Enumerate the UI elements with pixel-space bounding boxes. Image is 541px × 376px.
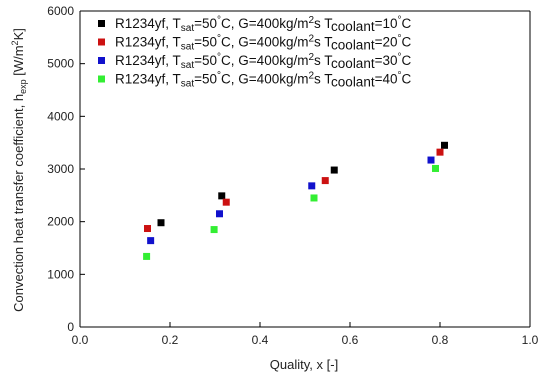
legend-label-part: coolant bbox=[331, 38, 375, 53]
legend-label-part: ° bbox=[398, 52, 402, 63]
legend-label-part: =10 bbox=[375, 16, 398, 31]
legend-label-4: R1234yf, Tsat=50°C, G=400kg/m2s Tcoolant… bbox=[115, 71, 412, 90]
legend-label-part: sat bbox=[181, 60, 195, 71]
legend-label-part: s T bbox=[314, 16, 332, 31]
data-point-series-1 bbox=[218, 192, 226, 200]
legend-marker-3 bbox=[98, 57, 105, 64]
legend-label-part: coolant bbox=[331, 19, 375, 34]
legend-label-part: ° bbox=[398, 15, 402, 26]
legend-label-part: C bbox=[402, 35, 412, 50]
data-point-series-3 bbox=[308, 182, 316, 190]
legend-marker-4 bbox=[98, 75, 105, 83]
legend-label-part: 2 bbox=[308, 34, 314, 45]
legend-label-part: sat bbox=[181, 23, 195, 34]
legend: R1234yf, Tsat=50°C, G=400kg/m2s Tcoolant… bbox=[98, 15, 412, 90]
legend-label-part: R1234yf, T bbox=[115, 53, 181, 68]
y-axis-label-sub: exp bbox=[18, 79, 28, 94]
y-axis-label-unit-close: K] bbox=[11, 28, 26, 40]
y-axis-label-unit-open: [W/m bbox=[11, 45, 26, 79]
legend-label-part: ° bbox=[398, 71, 402, 82]
data-point-series-3 bbox=[427, 156, 435, 164]
legend-label-part: ° bbox=[217, 15, 221, 26]
legend-label-part: =30 bbox=[375, 53, 398, 68]
legend-label-part: =50 bbox=[194, 35, 217, 50]
legend-label-part: ° bbox=[398, 34, 402, 45]
legend-label-part: C, G=400kg/m bbox=[221, 35, 308, 50]
y-tick-label: 4000 bbox=[47, 109, 74, 123]
legend-label-part: sat bbox=[181, 79, 195, 90]
legend-label-part: R1234yf, T bbox=[115, 16, 181, 31]
legend-label-part: R1234yf, T bbox=[115, 72, 181, 87]
x-axis-label: Quality, x [-] bbox=[270, 357, 338, 372]
ticks: 0.0 0.2 0.4 0.6 0.8 1.0 0 1000 2000 3000 4000 5000 6… bbox=[47, 4, 538, 347]
legend-label-2: R1234yf, Tsat=50°C, G=400kg/m2s Tcoolant… bbox=[115, 34, 412, 53]
data-point-series-3 bbox=[216, 210, 223, 218]
data-point-series-4 bbox=[310, 194, 318, 202]
legend-marker-1 bbox=[98, 20, 105, 27]
legend-label-part: ° bbox=[217, 34, 221, 45]
x-tick-label: 1.0 bbox=[522, 333, 539, 347]
legend-label-part: R1234yf, T bbox=[115, 35, 181, 50]
y-tick-label: 3000 bbox=[47, 162, 74, 176]
legend-label-part: ° bbox=[217, 52, 221, 63]
legend-label-part: ° bbox=[217, 71, 221, 82]
legend-label-part: s T bbox=[314, 53, 332, 68]
x-tick-label: 0.8 bbox=[432, 333, 449, 347]
y-tick-label: 5000 bbox=[47, 57, 74, 71]
legend-label-part: =40 bbox=[375, 72, 398, 87]
legend-label-part: C bbox=[402, 72, 412, 87]
legend-label-part: C, G=400kg/m bbox=[221, 53, 308, 68]
y-axis-label-main: Convection heat transfer coefficient, h bbox=[11, 94, 26, 312]
x-tick-label: 0.4 bbox=[252, 333, 269, 347]
y-axis-label-unit-sup: 2 bbox=[10, 40, 20, 45]
data-point-series-3 bbox=[147, 237, 155, 245]
y-tick-label: 6000 bbox=[47, 4, 74, 18]
data-point-series-4 bbox=[432, 164, 439, 172]
legend-label-1: R1234yf, Tsat=50°C, G=400kg/m2s Tcoolant… bbox=[115, 15, 412, 34]
legend-label-part: sat bbox=[181, 42, 195, 53]
legend-label-part: C, G=400kg/m bbox=[221, 72, 308, 87]
data-point-series-1 bbox=[441, 141, 448, 149]
data-point-series-2 bbox=[144, 225, 151, 233]
data-point-series-4 bbox=[143, 252, 151, 260]
legend-label-part: C bbox=[402, 16, 412, 31]
legend-label-part: C, G=400kg/m bbox=[221, 16, 308, 31]
legend-label-part: C bbox=[402, 53, 412, 68]
data-point-series-4 bbox=[210, 226, 218, 234]
legend-marker-2 bbox=[98, 38, 105, 46]
data-point-series-1 bbox=[330, 166, 338, 174]
legend-label-part: 2 bbox=[308, 15, 314, 26]
legend-label-part: 2 bbox=[308, 52, 314, 63]
x-tick-label: 0.2 bbox=[162, 333, 179, 347]
legend-label-part: =50 bbox=[194, 16, 217, 31]
y-tick-label: 1000 bbox=[47, 267, 74, 281]
y-tick-label: 2000 bbox=[47, 215, 74, 229]
legend-label-part: coolant bbox=[331, 75, 375, 90]
legend-label-3: R1234yf, Tsat=50°C, G=400kg/m2s Tcoolant… bbox=[115, 52, 412, 71]
data-point-series-1 bbox=[157, 219, 165, 227]
legend-label-part: =20 bbox=[375, 35, 398, 50]
y-tick-label: 0 bbox=[67, 320, 74, 334]
data-point-series-2 bbox=[436, 148, 444, 156]
data-point-series-2 bbox=[222, 198, 230, 206]
legend-label-part: coolant bbox=[331, 56, 375, 71]
x-tick-label: 0.6 bbox=[342, 333, 359, 347]
data-point-series-2 bbox=[321, 177, 329, 185]
x-tick-label: 0.0 bbox=[72, 333, 89, 347]
legend-label-part: 2 bbox=[308, 71, 314, 82]
data-points bbox=[143, 141, 448, 260]
y-axis-label: Convection heat transfer coefficient, he… bbox=[10, 28, 28, 312]
legend-label-part: s T bbox=[314, 35, 332, 50]
legend-label-part: s T bbox=[314, 72, 332, 87]
legend-label-part: =50 bbox=[194, 53, 217, 68]
legend-label-part: =50 bbox=[194, 72, 217, 87]
